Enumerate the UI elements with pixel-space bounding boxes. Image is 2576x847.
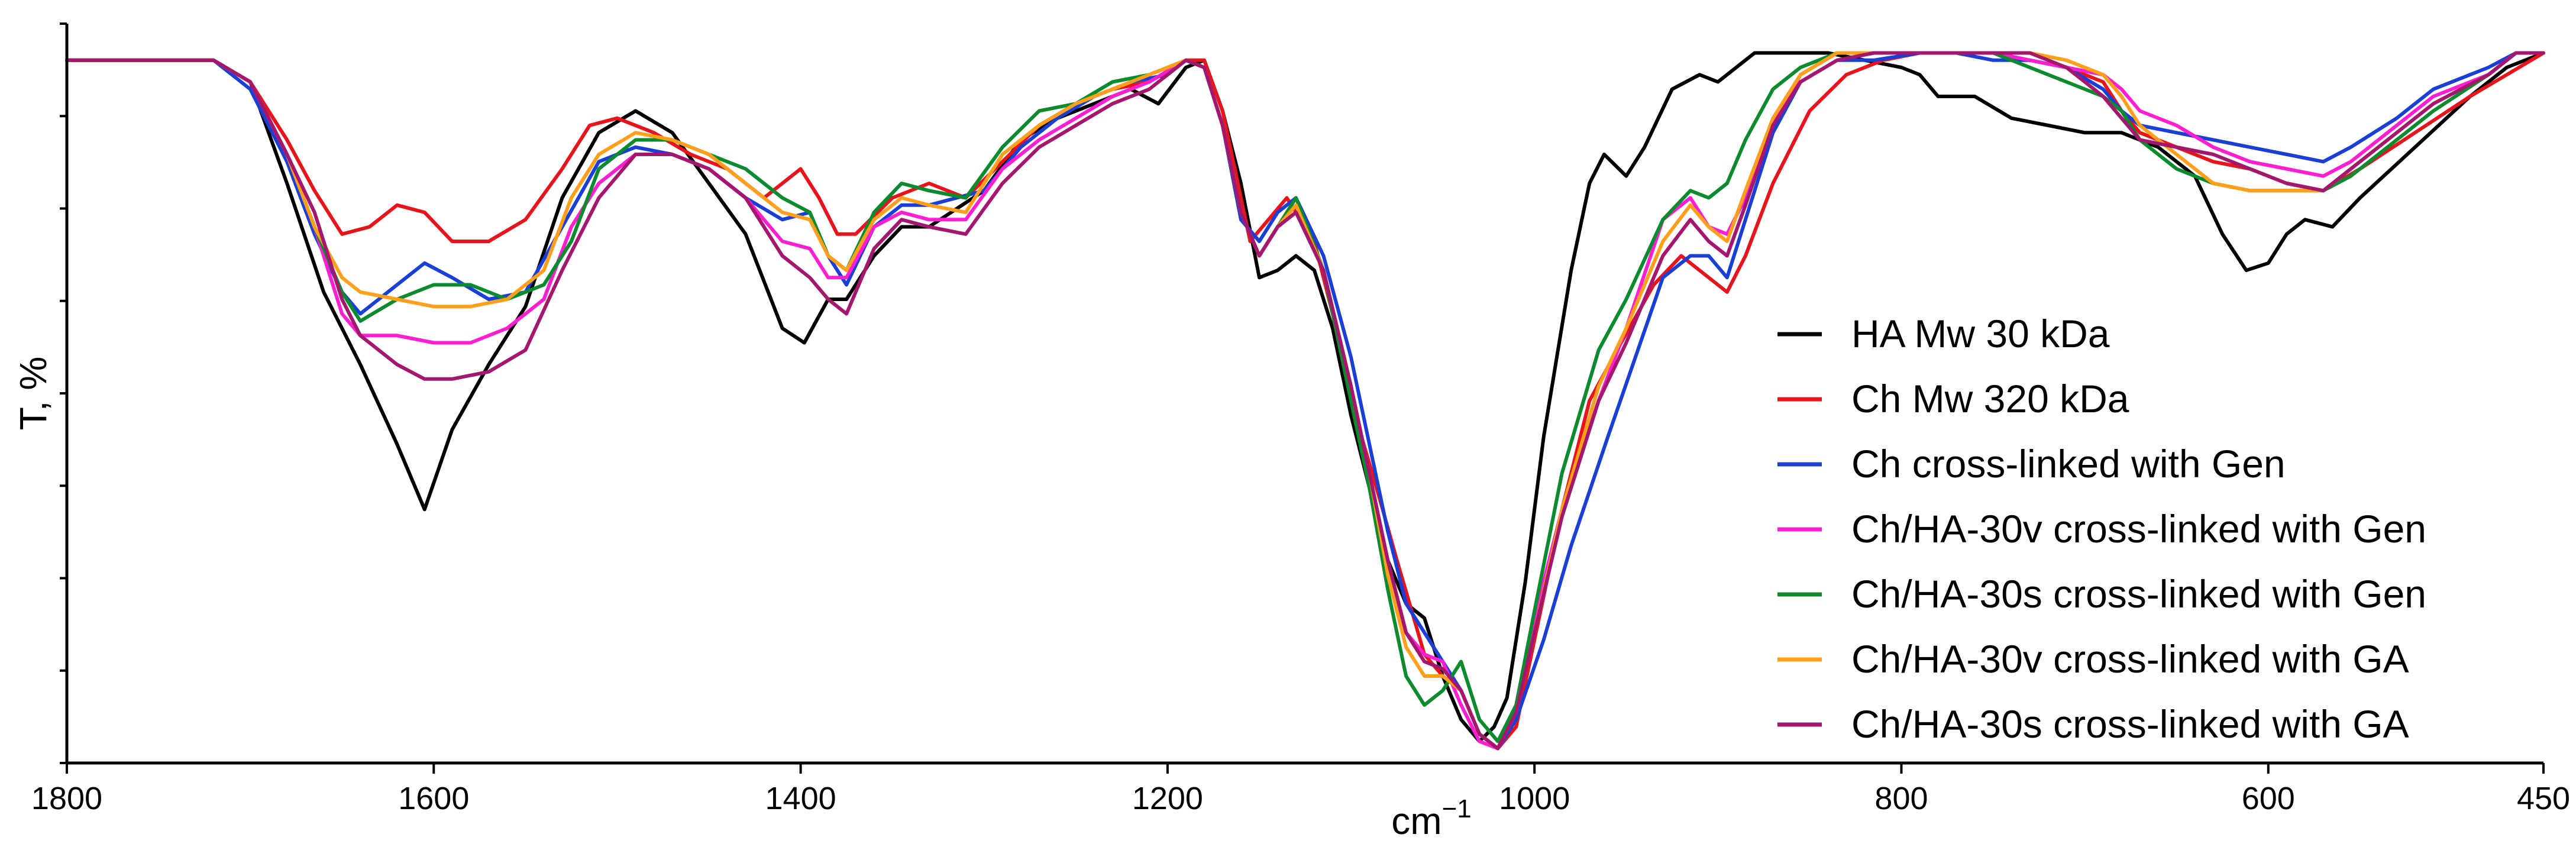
x-tick-label: 1200: [1132, 781, 1203, 816]
legend-label: Ch/HA-30s cross-linked with GA: [1851, 702, 2409, 746]
x-axis-label-exponent: −1: [1442, 794, 1472, 823]
legend-label: Ch/HA-30s cross-linked with Gen: [1851, 572, 2426, 616]
plot-lines: [65, 51, 2545, 751]
x-tick-label: 450: [2517, 781, 2570, 816]
x-tick-label: 600: [2242, 781, 2295, 816]
series-line-5: [65, 51, 2545, 743]
y-axis-label: T, %: [12, 357, 54, 430]
x-tick-label: 1400: [765, 781, 836, 816]
x-tick-label: 1000: [1499, 781, 1570, 816]
legend-label: Ch Mw 320 kDa: [1851, 377, 2129, 421]
legend: HA Mw 30 kDa Ch Mw 320 kDa Ch cross-linked…: [1777, 312, 2426, 746]
axes: 1800 1600 1400 1200 1000 800 600 450 cm−1 T, %: [12, 22, 2570, 842]
legend-label: Ch/HA-30v cross-linked with GA: [1851, 637, 2409, 681]
series-line-3: [65, 51, 2545, 751]
x-tick-label: 1800: [31, 781, 102, 816]
x-tick-label: 800: [1874, 781, 1928, 816]
legend-label: Ch/HA-30v cross-linked with Gen: [1851, 507, 2426, 551]
series-line-7: [65, 51, 2545, 751]
legend-label: HA Mw 30 kDa: [1851, 312, 2110, 355]
legend-label: Ch cross-linked with Gen: [1851, 442, 2286, 486]
x-axis-label: cm−1: [1391, 794, 1471, 842]
x-tick-label: 1600: [398, 781, 469, 816]
